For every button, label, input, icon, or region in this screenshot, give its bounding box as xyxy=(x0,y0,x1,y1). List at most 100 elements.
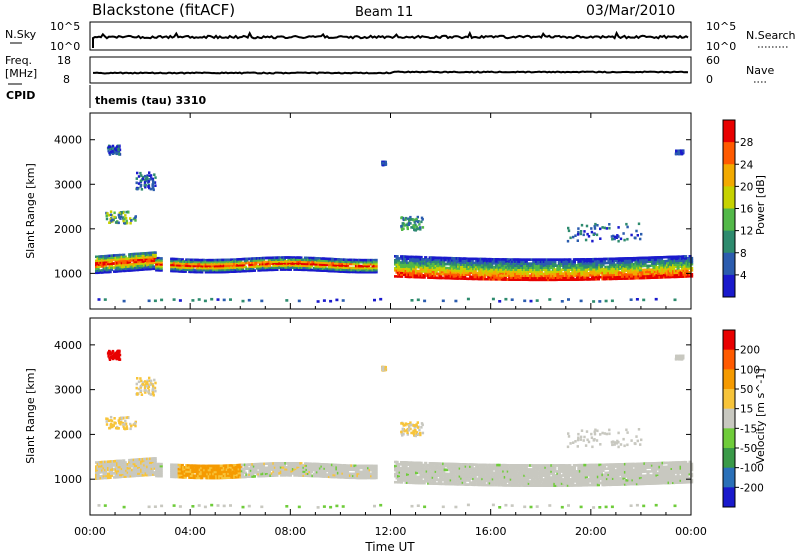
data-cell xyxy=(251,267,255,270)
data-cell xyxy=(233,268,237,271)
data-cell xyxy=(191,260,195,264)
data-cell xyxy=(191,466,195,469)
data-cell xyxy=(634,236,637,240)
data-cell xyxy=(568,258,572,261)
data-cell xyxy=(266,468,270,471)
data-cell xyxy=(315,472,320,476)
data-cell xyxy=(174,475,178,479)
data-cell xyxy=(637,264,641,268)
data-cell xyxy=(103,298,107,301)
data-cell xyxy=(498,300,502,303)
data-cell xyxy=(523,266,527,269)
data-cell xyxy=(457,469,461,472)
velocity-heatmap xyxy=(95,349,694,509)
data-cell xyxy=(464,463,468,466)
data-cell xyxy=(339,270,344,273)
data-cell xyxy=(402,227,405,230)
data-cell xyxy=(464,479,468,482)
data-cell xyxy=(148,171,151,174)
data-cell xyxy=(404,465,408,468)
data-cell xyxy=(557,266,561,269)
y-tick-label: 2000 xyxy=(54,223,82,236)
data-cell xyxy=(159,259,163,262)
data-cell xyxy=(140,472,144,475)
data-cell xyxy=(684,255,688,258)
data-cell xyxy=(446,478,450,482)
data-cell xyxy=(412,269,416,273)
data-cell xyxy=(569,274,573,277)
data-cell xyxy=(359,260,363,264)
data-cell xyxy=(282,258,286,261)
data-cell xyxy=(339,262,344,265)
data-cell xyxy=(397,475,401,478)
data-cell xyxy=(406,473,410,476)
data-cell xyxy=(183,270,187,273)
data-cell xyxy=(153,181,157,184)
data-cell xyxy=(109,210,113,213)
data-cell xyxy=(458,463,462,466)
data-cell xyxy=(291,462,295,465)
data-cell xyxy=(323,475,327,478)
data-cell xyxy=(409,263,413,267)
data-cell xyxy=(140,174,143,177)
data-cell xyxy=(454,299,458,303)
data-cell xyxy=(120,212,123,216)
data-cell xyxy=(446,272,450,276)
data-cell xyxy=(690,275,694,278)
data-cell xyxy=(400,481,404,484)
data-cell xyxy=(122,253,126,257)
data-cell xyxy=(288,268,292,271)
data-cell xyxy=(682,263,686,266)
data-cell xyxy=(475,257,479,261)
data-cell xyxy=(203,299,207,303)
data-cell xyxy=(159,472,163,476)
data-cell xyxy=(119,253,123,257)
data-cell xyxy=(180,470,184,473)
data-cell xyxy=(470,465,474,468)
data-cell xyxy=(357,474,362,478)
data-cell xyxy=(428,480,432,483)
data-cell xyxy=(590,230,594,234)
data-cell xyxy=(526,272,530,275)
data-cell xyxy=(562,266,566,269)
data-cell xyxy=(224,466,228,469)
data-cell xyxy=(159,263,163,266)
data-cell xyxy=(239,471,243,475)
data-cell xyxy=(197,464,201,468)
data-cell xyxy=(264,260,268,264)
data-cell xyxy=(128,257,132,260)
data-cell xyxy=(254,261,258,264)
data-cell xyxy=(267,464,271,467)
data-cell xyxy=(682,273,686,276)
data-cell xyxy=(139,179,143,182)
data-cell xyxy=(442,466,446,470)
data-cell xyxy=(239,268,243,271)
data-cell xyxy=(599,227,602,231)
data-cell xyxy=(464,273,468,276)
data-cell xyxy=(593,224,596,228)
data-cell xyxy=(658,270,662,273)
data-cell xyxy=(496,262,500,265)
freq-panel-frame xyxy=(89,56,692,84)
data-cell xyxy=(666,273,670,277)
data-cell xyxy=(371,472,375,476)
data-cell xyxy=(518,278,522,281)
data-cell xyxy=(577,262,581,265)
data-cell xyxy=(110,466,114,469)
data-cell xyxy=(434,476,438,479)
data-cell xyxy=(185,474,189,477)
data-cell xyxy=(413,225,416,229)
data-cell xyxy=(532,272,536,276)
data-cell xyxy=(272,472,276,475)
data-cell xyxy=(316,300,320,303)
data-cell xyxy=(266,474,270,478)
data-cell xyxy=(245,259,249,263)
data-cell xyxy=(144,258,148,261)
data-cell xyxy=(407,475,411,478)
data-cell xyxy=(306,260,311,264)
data-cell xyxy=(267,470,271,473)
data-cell xyxy=(180,264,184,267)
data-cell xyxy=(194,264,198,268)
data-cell xyxy=(422,276,426,279)
data-cell xyxy=(111,256,115,259)
